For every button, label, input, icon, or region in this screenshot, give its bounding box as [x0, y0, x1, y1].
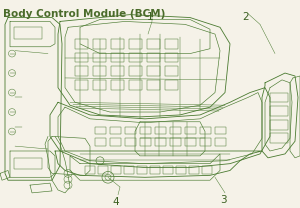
Bar — [93, 80, 106, 90]
Bar — [165, 66, 178, 76]
Bar — [176, 166, 186, 174]
Bar — [200, 127, 211, 134]
Bar — [165, 53, 178, 62]
Bar — [147, 53, 160, 62]
Bar — [111, 39, 124, 49]
Bar — [189, 166, 199, 174]
Bar — [140, 138, 151, 146]
Bar — [185, 127, 196, 134]
Bar — [111, 66, 124, 76]
Bar — [14, 27, 42, 39]
Bar — [137, 166, 147, 174]
Bar — [147, 80, 160, 90]
Bar — [155, 127, 166, 134]
Bar — [215, 127, 226, 134]
Bar — [270, 106, 288, 116]
Bar — [129, 39, 142, 49]
Bar — [93, 39, 106, 49]
Text: 3: 3 — [220, 195, 226, 205]
Text: 1: 1 — [147, 12, 153, 22]
Bar — [129, 53, 142, 62]
Bar — [93, 66, 106, 76]
Bar — [125, 127, 136, 134]
Bar — [75, 53, 88, 62]
Bar — [270, 120, 288, 130]
Bar — [150, 166, 160, 174]
Bar — [129, 80, 142, 90]
Bar — [140, 127, 151, 134]
Bar — [111, 80, 124, 90]
Text: Body Control Module (BCM): Body Control Module (BCM) — [3, 9, 165, 19]
Bar — [155, 138, 166, 146]
Bar — [125, 138, 136, 146]
Text: 4: 4 — [113, 197, 119, 207]
Bar — [95, 127, 106, 134]
Bar — [165, 39, 178, 49]
Bar — [165, 80, 178, 90]
Bar — [270, 93, 288, 102]
Bar — [110, 127, 121, 134]
Bar — [215, 138, 226, 146]
Bar — [202, 166, 212, 174]
Bar — [170, 127, 181, 134]
Bar — [14, 158, 42, 170]
Bar — [93, 53, 106, 62]
Bar — [147, 39, 160, 49]
Bar — [170, 138, 181, 146]
Text: 2: 2 — [243, 12, 249, 22]
Bar — [95, 138, 106, 146]
Bar — [124, 166, 134, 174]
Bar — [270, 134, 288, 143]
Bar — [98, 166, 108, 174]
Bar — [200, 138, 211, 146]
Bar — [85, 166, 95, 174]
Bar — [110, 138, 121, 146]
Bar — [111, 166, 121, 174]
Bar — [129, 66, 142, 76]
Bar — [75, 80, 88, 90]
Bar — [185, 138, 196, 146]
Bar — [163, 166, 173, 174]
Bar — [75, 39, 88, 49]
Bar — [75, 66, 88, 76]
Bar — [147, 66, 160, 76]
Bar — [111, 53, 124, 62]
